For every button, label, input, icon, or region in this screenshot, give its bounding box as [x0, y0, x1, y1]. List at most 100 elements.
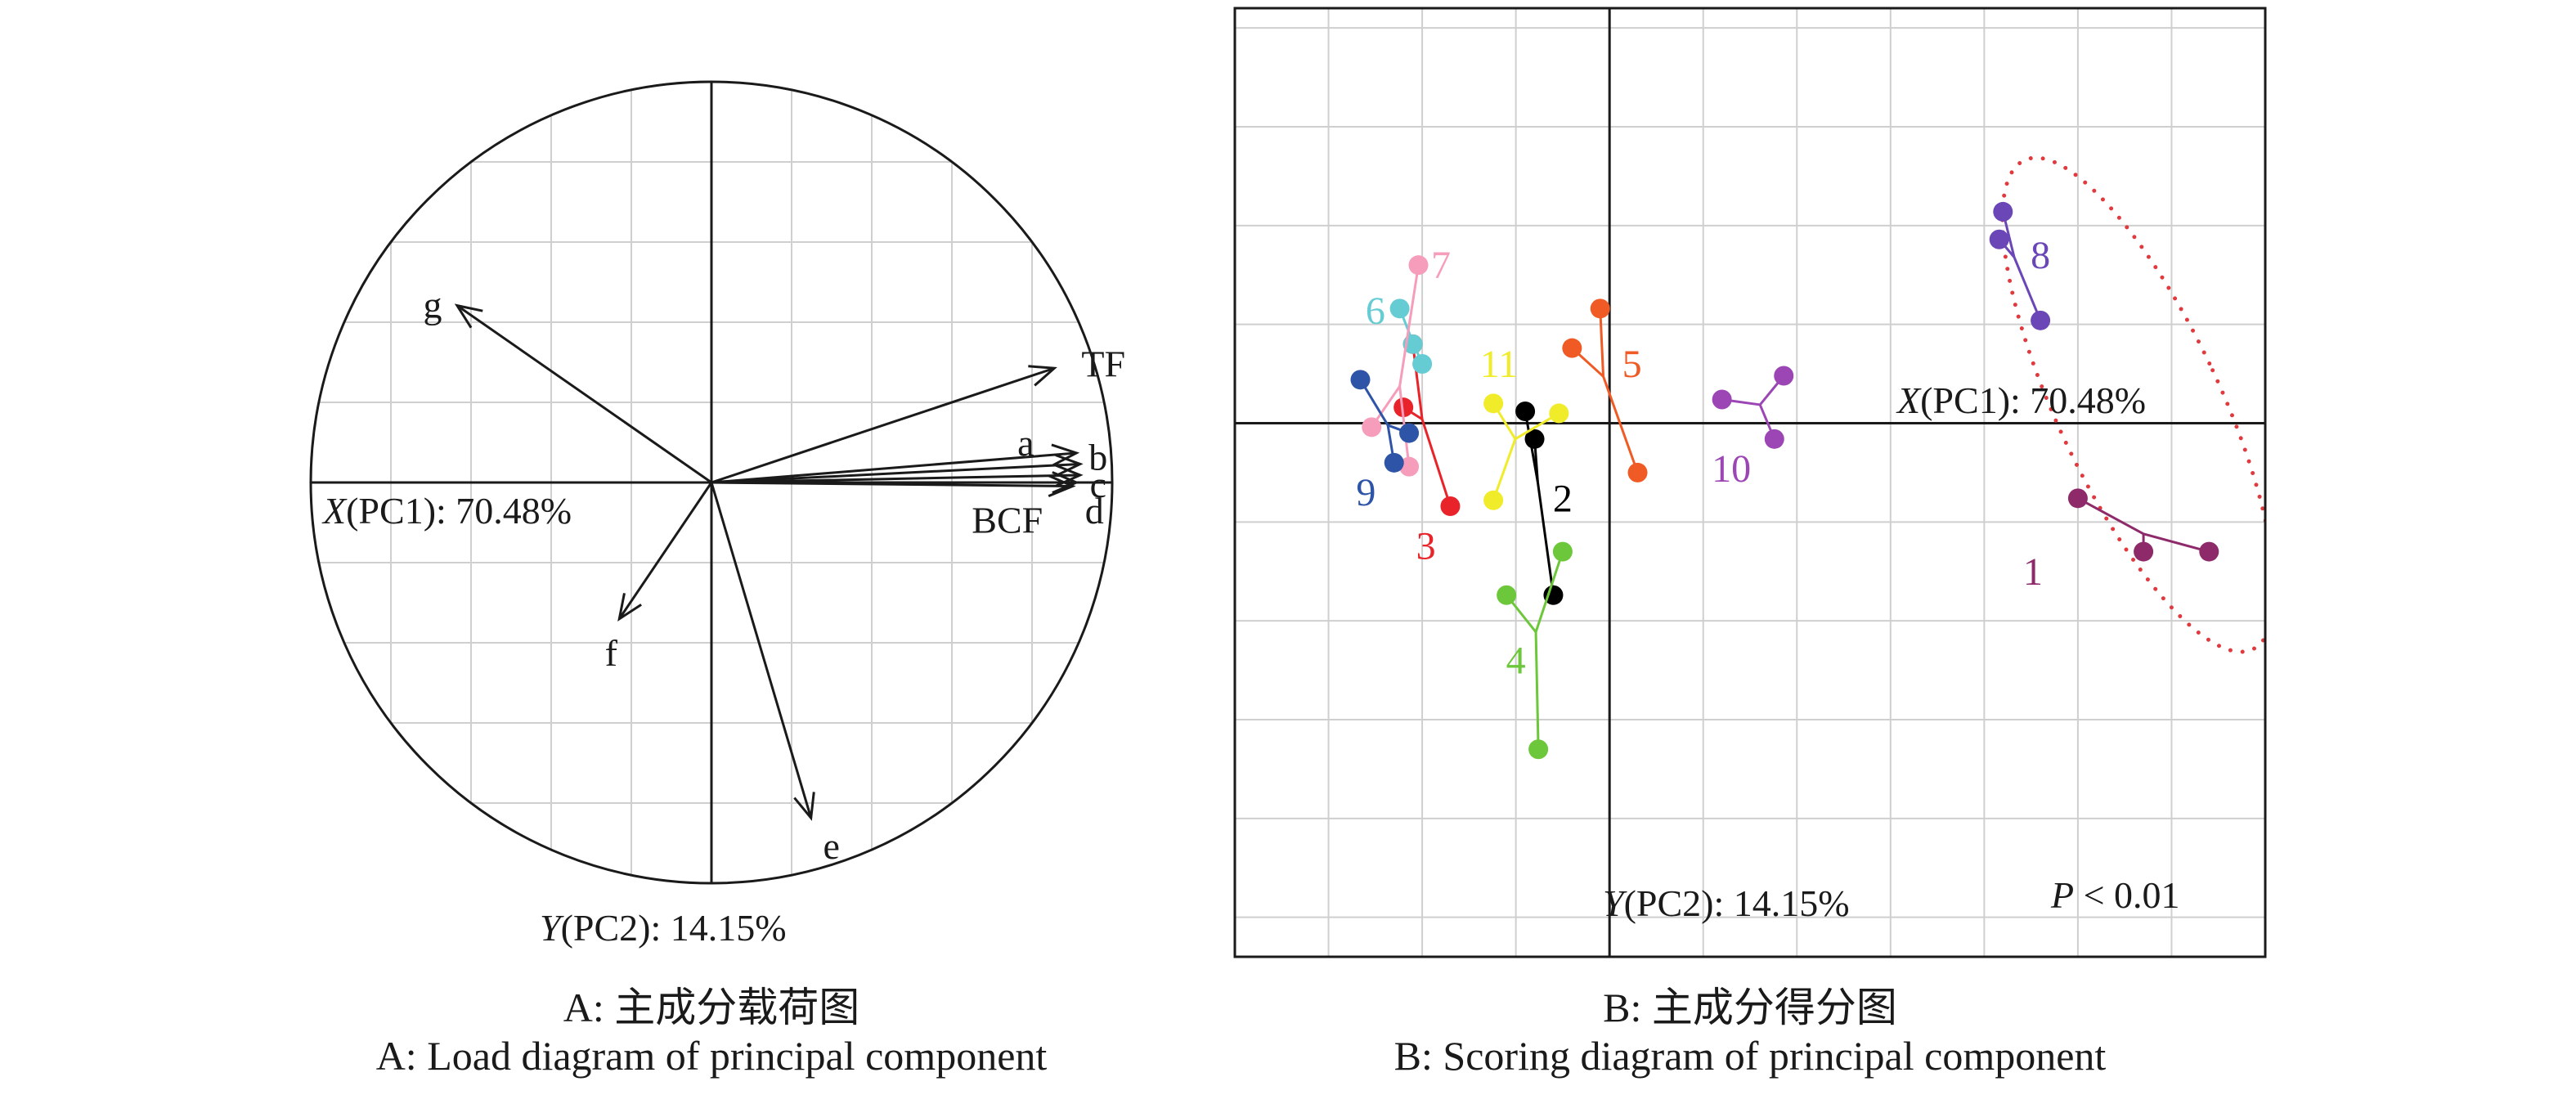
- score-point: [1350, 370, 1371, 390]
- score-connector: [2143, 532, 2210, 554]
- score-group-10: 10: [1712, 366, 1794, 491]
- loading-label-e: e: [824, 825, 840, 867]
- score-point: [1627, 462, 1648, 482]
- score-point: [1412, 354, 1433, 374]
- score-point: [2199, 541, 2219, 562]
- p-value-annotation: P < 0.01: [2050, 874, 2180, 916]
- score-connector: [1534, 551, 1564, 633]
- loading-arrowhead-a: [1051, 443, 1080, 467]
- loading-arrowhead-e: [793, 792, 815, 821]
- score-y-axis-label: Y(PC2): 14.15%: [1603, 882, 1850, 924]
- caption-b-chinese: B: 主成分得分图: [1603, 985, 1897, 1030]
- score-point: [1384, 452, 1404, 473]
- loading-vector-bcf: [711, 481, 1073, 488]
- score-point: [2067, 488, 2088, 509]
- score-point: [1764, 429, 1784, 449]
- loading-vector-c: [711, 473, 1080, 484]
- score-point: [1497, 585, 1517, 605]
- score-group-label: 11: [1480, 343, 1518, 386]
- loading-label-bcf: BCF: [972, 500, 1043, 541]
- score-group-9: 9: [1350, 370, 1420, 514]
- score-group-label: 1: [2023, 550, 2043, 594]
- score-point: [2031, 310, 2051, 330]
- score-point: [1524, 429, 1545, 449]
- caption-a-english: A: Load diagram of principal component: [375, 1033, 1048, 1079]
- loading-label-d: d: [1085, 490, 1104, 532]
- loading-x-axis-label: X(PC1): 70.48%: [321, 490, 572, 532]
- score-group-label: 10: [1712, 447, 1751, 491]
- score-connector: [2077, 497, 2144, 536]
- score-point: [1552, 541, 1573, 562]
- loading-vector-e: [710, 482, 813, 819]
- loading-arrowhead-f: [617, 593, 642, 622]
- score-connector: [1536, 481, 1555, 595]
- loading-label-b: b: [1088, 436, 1107, 478]
- score-connector: [2013, 256, 2042, 321]
- score-connector: [1602, 375, 1639, 473]
- loading-arrowhead-g: [454, 303, 483, 329]
- score-point: [1399, 456, 1420, 477]
- loading-arrowhead-bcf: [1048, 474, 1076, 498]
- score-group-label: 7: [1431, 244, 1451, 287]
- score-group-label: 2: [1553, 477, 1573, 520]
- loading-vector-b: [711, 462, 1080, 484]
- score-point: [1515, 402, 1536, 421]
- score-connector: [1534, 631, 1540, 750]
- score-group-6: 6: [1366, 289, 1433, 374]
- caption-a-chinese: A: 主成分载荷图: [563, 985, 860, 1030]
- score-connector: [1420, 419, 1452, 507]
- score-connector: [1599, 308, 1605, 377]
- score-point: [1774, 366, 1794, 386]
- score-group-5: 5: [1562, 298, 1648, 482]
- score-group-label: 4: [1506, 639, 1526, 683]
- score-connector: [1398, 264, 1420, 387]
- score-point: [1362, 417, 1382, 438]
- score-group-label: 6: [1366, 289, 1385, 333]
- score-group-label: 3: [1416, 524, 1436, 568]
- score-group-7: 7: [1362, 244, 1451, 477]
- loading-vector-tf: [711, 366, 1055, 484]
- score-plot: 1 2 3 4 5 6 7 8 9 10 11 X(PC1): 70.48% Y(PC2): 14.…: [1233, 7, 2267, 958]
- score-group-8: 8: [1989, 201, 2051, 330]
- loading-arrowhead-d: [1052, 471, 1080, 494]
- score-point: [1408, 255, 1429, 276]
- score-point: [1989, 229, 2009, 249]
- score-group-label: 9: [1356, 471, 1376, 514]
- score-point: [1590, 298, 1610, 319]
- score-point: [1549, 403, 1569, 424]
- score-plot-frame: [1233, 7, 2267, 958]
- score-point: [2134, 541, 2154, 562]
- score-point: [1440, 496, 1461, 516]
- loading-plot: g TF a bcd BCF f e X(PC1): 70.48% Y(PC2): 14.1…: [309, 80, 1125, 949]
- score-point: [1389, 298, 1410, 319]
- loading-label-g: g: [423, 285, 442, 326]
- loading-arrowhead-b: [1055, 454, 1084, 477]
- loading-label-tf: TF: [1081, 343, 1125, 384]
- score-point: [1393, 397, 1414, 418]
- score-point: [1399, 423, 1420, 443]
- score-x-axis-label: X(PC1): 70.48%: [1896, 379, 2146, 421]
- loading-label-a: a: [1017, 422, 1034, 464]
- score-point: [1528, 739, 1549, 760]
- loading-vectors: g TF a bcd BCF f e: [423, 285, 1125, 868]
- score-point: [1562, 338, 1582, 358]
- score-groups: 1 2 3 4 5 6 7 8 9 10 11: [1350, 201, 2219, 760]
- loading-y-axis-label: Y(PC2): 14.15%: [540, 907, 787, 949]
- group-ellipse: [2000, 155, 2265, 654]
- score-group-2: 2: [1515, 402, 1573, 605]
- loading-arrowhead-tf: [1028, 365, 1057, 387]
- score-connector: [1411, 343, 1424, 420]
- score-connector: [1492, 438, 1517, 501]
- score-group-4: 4: [1497, 541, 1573, 760]
- score-point: [1993, 201, 2013, 222]
- score-point: [1483, 490, 1504, 510]
- score-group-label: 5: [1622, 343, 1642, 386]
- score-point: [1483, 393, 1504, 414]
- score-group-label: 8: [2031, 234, 2050, 277]
- score-group-1: 1: [2023, 488, 2219, 594]
- loading-vector-g: [456, 304, 712, 484]
- score-point: [1543, 585, 1564, 605]
- caption-b-english: B: Scoring diagram of principal componen…: [1393, 1033, 2107, 1079]
- score-group-11: 11: [1480, 343, 1569, 510]
